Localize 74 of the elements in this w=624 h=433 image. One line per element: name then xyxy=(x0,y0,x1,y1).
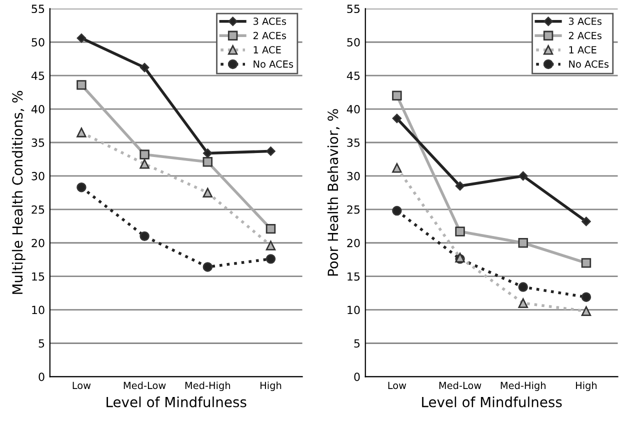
y-tick-label: 35 xyxy=(32,138,44,147)
y-tick-label: 0 xyxy=(38,372,44,382)
point xyxy=(202,188,213,198)
legend-label: 2 ACEs xyxy=(253,32,286,40)
point xyxy=(518,298,528,308)
x-axis-title: Level of Mindfulness xyxy=(106,396,246,408)
y-tick-label: 55 xyxy=(347,4,360,14)
legend-label: 3 ACEs xyxy=(568,18,602,25)
point xyxy=(140,150,150,160)
y-tick-label: 30 xyxy=(32,172,44,180)
point xyxy=(76,33,86,43)
point xyxy=(140,62,150,72)
point xyxy=(266,224,276,234)
legend-label: 1 ACE xyxy=(254,46,281,54)
y-tick-label: 55 xyxy=(32,4,44,14)
point xyxy=(76,182,86,192)
legend-label: No ACEs xyxy=(569,60,609,68)
legend-label: 1 ACE xyxy=(569,46,596,54)
y-tick-label: 25 xyxy=(32,205,44,214)
point xyxy=(76,80,86,90)
point xyxy=(581,306,592,316)
y-tick-label: 5 xyxy=(38,339,44,348)
point xyxy=(455,226,465,236)
point xyxy=(518,171,528,181)
x-tick-label: Med-Low xyxy=(439,382,482,390)
x-tick-label: High xyxy=(576,382,597,391)
point xyxy=(518,282,528,292)
legend-label: 3 ACEs xyxy=(253,18,286,25)
point xyxy=(140,231,150,242)
y-tick-label: 45 xyxy=(346,72,360,80)
point xyxy=(518,238,528,248)
y-axis-title: Poor Health Behavior, % xyxy=(327,109,340,276)
y-tick-label: 15 xyxy=(348,272,360,281)
y-tick-label: 30 xyxy=(347,172,360,180)
point xyxy=(202,262,213,272)
point xyxy=(582,216,591,226)
y-tick-label: 50 xyxy=(347,38,360,46)
point xyxy=(392,114,402,124)
point xyxy=(76,128,86,138)
point xyxy=(202,157,213,167)
point xyxy=(455,181,465,191)
x-tick-label: Low xyxy=(72,382,91,390)
x-axis-title: Level of Mindfulness xyxy=(422,396,562,408)
y-tick-label: 50 xyxy=(32,38,44,46)
point xyxy=(266,254,276,264)
point xyxy=(581,292,592,302)
y-tick-label: 10 xyxy=(348,306,360,314)
point xyxy=(203,148,212,158)
point xyxy=(140,159,150,169)
y-tick-label: 20 xyxy=(32,238,44,248)
y-tick-label: 5 xyxy=(354,339,360,348)
x-tick-label: Med-High xyxy=(185,382,230,391)
legend-label: 2 ACEs xyxy=(568,32,602,40)
point xyxy=(392,206,402,216)
x-tick-label: Med-High xyxy=(500,382,546,391)
legend-label: No ACEs xyxy=(254,60,294,68)
y-axis-title: Multiple Health Conditions, % xyxy=(12,90,26,294)
point xyxy=(266,146,276,156)
y-tick-label: 40 xyxy=(31,105,44,114)
y-tick-label: 45 xyxy=(31,72,44,80)
y-tick-label: 10 xyxy=(32,306,44,314)
point xyxy=(392,163,402,173)
y-tick-label: 40 xyxy=(346,105,360,114)
point xyxy=(392,90,402,101)
y-tick-label: 35 xyxy=(347,138,360,147)
y-tick-label: 25 xyxy=(347,205,360,214)
point xyxy=(266,240,276,250)
point xyxy=(581,258,592,268)
y-tick-label: 0 xyxy=(354,372,360,382)
y-tick-label: 15 xyxy=(32,272,44,281)
y-tick-label: 20 xyxy=(347,238,360,248)
x-tick-label: High xyxy=(260,382,282,391)
x-tick-label: Low xyxy=(388,382,406,390)
x-tick-label: Med-Low xyxy=(124,382,166,390)
